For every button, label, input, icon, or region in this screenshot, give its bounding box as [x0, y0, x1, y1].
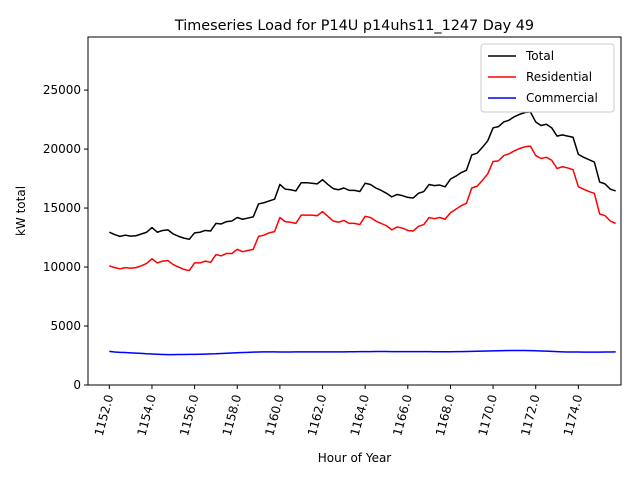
- x-tick-label: 1168.0: [433, 393, 457, 437]
- y-tick-label: 5000: [50, 319, 81, 333]
- plot-frame: [87, 36, 622, 386]
- series-layer: [109, 111, 616, 356]
- y-tick-label: 0: [73, 378, 81, 392]
- y-tick-label: 20000: [43, 142, 81, 156]
- y-axis-label: kW total: [14, 186, 28, 236]
- x-axis-ticks: 1152.0 1154.0 1156.0 1158.0 1160.0 1162.0 1164…: [92, 385, 585, 437]
- x-axis-label: Hour of Year: [318, 451, 392, 465]
- x-tick-label: 1156.0: [177, 393, 201, 437]
- legend-label-total: Total: [525, 49, 554, 63]
- x-tick-label: 1162.0: [305, 393, 329, 437]
- x-tick-label: 1158.0: [220, 393, 244, 437]
- chart-title: Timeseries Load for P14U p14uhs11_1247 D…: [174, 18, 534, 34]
- y-tick-label: 25000: [43, 83, 81, 97]
- legend: Total Residential Commercial: [480, 43, 615, 113]
- x-tick-label: 1170.0: [476, 393, 500, 437]
- x-tick-label: 1154.0: [134, 393, 158, 437]
- y-tick-label: 15000: [43, 201, 81, 215]
- y-axis-ticks: 0 5000 10000 15000 20000 25000: [43, 83, 88, 392]
- x-tick-label: 1174.0: [561, 393, 585, 437]
- legend-label-residential: Residential: [526, 70, 592, 84]
- x-tick-label: 1172.0: [518, 393, 542, 437]
- x-tick-label: 1164.0: [348, 393, 372, 437]
- series-line-commercial: [109, 349, 616, 356]
- x-tick-label: 1152.0: [92, 393, 116, 437]
- x-tick-label: 1166.0: [390, 393, 414, 437]
- y-tick-label: 10000: [43, 260, 81, 274]
- x-tick-label: 1160.0: [262, 393, 286, 437]
- series-line-residential: [109, 145, 616, 272]
- series-line-total: [109, 111, 616, 241]
- legend-box: [480, 43, 615, 113]
- legend-label-commercial: Commercial: [526, 91, 598, 105]
